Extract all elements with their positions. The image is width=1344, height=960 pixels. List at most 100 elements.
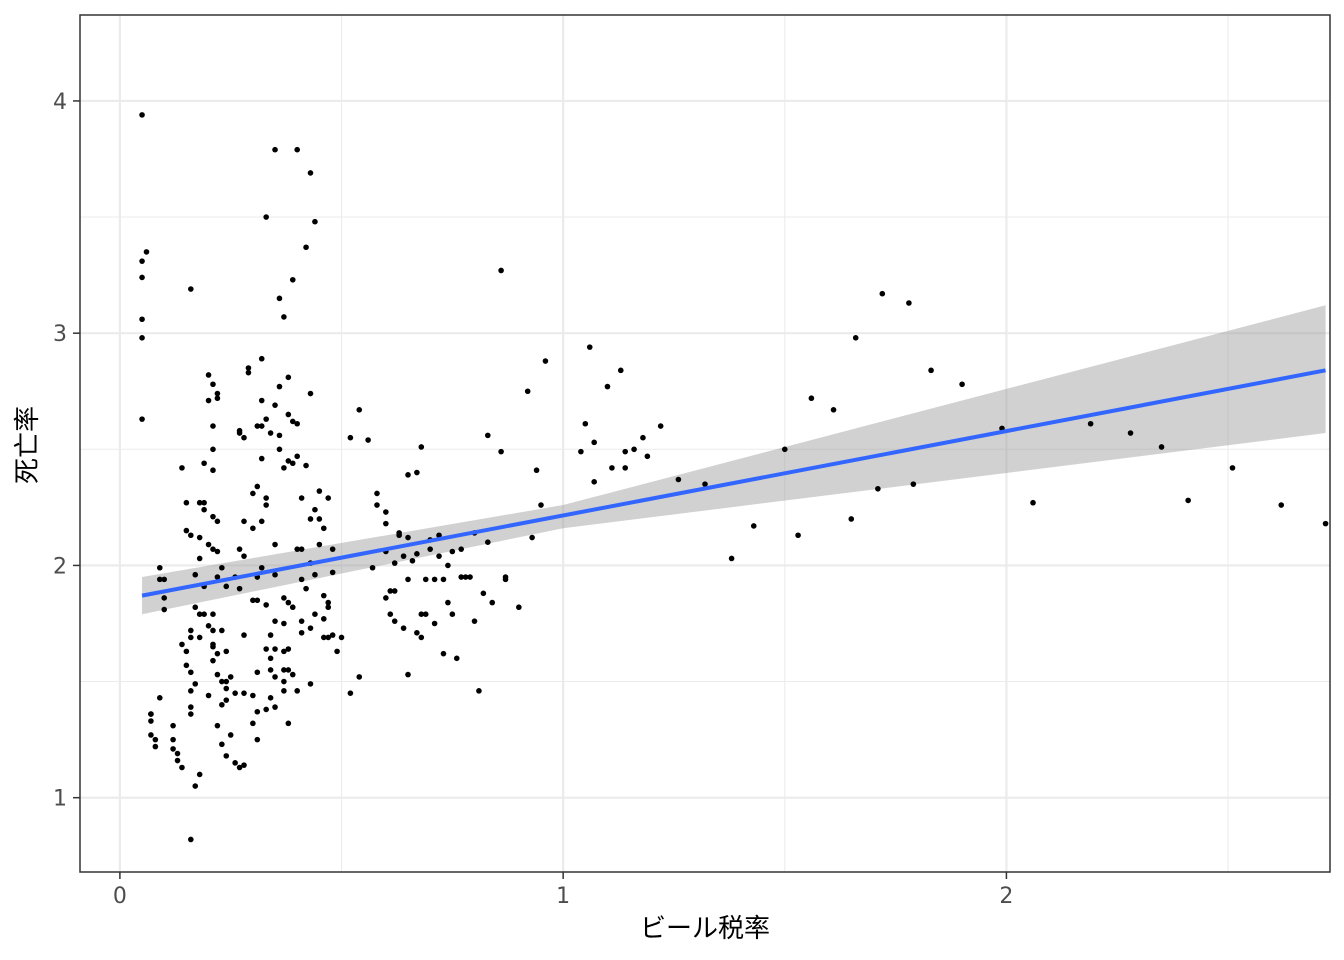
data-point [440, 576, 447, 583]
data-point [586, 344, 593, 350]
data-point [480, 590, 487, 597]
data-point [294, 546, 300, 552]
data-point [272, 146, 278, 153]
regression-line [141, 368, 1326, 598]
data-point [196, 634, 203, 641]
data-point [205, 623, 212, 629]
data-point [848, 516, 855, 522]
data-point [910, 481, 917, 487]
data-point [170, 736, 176, 743]
major-gridlines [80, 15, 1330, 872]
data-point [289, 460, 296, 467]
data-point [210, 546, 216, 552]
data-point [188, 532, 194, 539]
data-point [276, 295, 283, 302]
data-point [245, 369, 252, 376]
data-point [254, 669, 261, 676]
data-point [250, 597, 256, 604]
data-point [281, 620, 287, 627]
data-point [214, 390, 221, 397]
data-point [263, 416, 269, 422]
data-point [210, 643, 216, 650]
data-point [267, 430, 274, 436]
data-point [307, 681, 314, 687]
data-point [449, 611, 456, 618]
fit-line-layer [141, 368, 1326, 598]
data-point [196, 499, 203, 506]
data-point [414, 469, 420, 476]
data-point [285, 646, 292, 652]
data-point [542, 358, 549, 364]
data-point [227, 674, 234, 680]
data-point [383, 509, 389, 515]
data-point [476, 688, 482, 694]
data-point [405, 534, 411, 541]
data-point [808, 395, 815, 402]
data-point [285, 667, 292, 673]
data-point [205, 541, 212, 548]
data-point [387, 588, 394, 594]
data-point [529, 534, 535, 541]
data-point [347, 690, 354, 696]
data-point [303, 585, 309, 592]
data-point [879, 290, 886, 297]
data-point [223, 648, 230, 655]
data-point [347, 434, 354, 441]
data-point [830, 407, 837, 413]
data-point [591, 479, 597, 485]
data-point [272, 674, 278, 680]
data-point [387, 611, 394, 618]
data-point [232, 760, 238, 766]
data-point [502, 576, 509, 583]
data-point [179, 764, 185, 771]
data-point [161, 595, 168, 601]
data-point [1229, 465, 1236, 471]
data-point [449, 548, 456, 555]
data-point [263, 706, 269, 713]
data-point [445, 599, 451, 606]
data-point [196, 534, 203, 541]
data-point [192, 783, 199, 789]
data-point [183, 662, 190, 669]
data-point [210, 467, 216, 474]
data-point [139, 274, 145, 281]
data-point [241, 690, 247, 696]
data-point [1322, 520, 1329, 527]
data-point [214, 518, 221, 525]
data-point [875, 485, 881, 492]
data-point [422, 611, 429, 618]
data-point [609, 465, 615, 471]
data-point [289, 276, 296, 283]
data-point [258, 455, 265, 462]
data-point [445, 562, 451, 569]
data-point [356, 407, 363, 413]
data-point [179, 465, 185, 471]
data-point [188, 711, 194, 717]
data-point [188, 634, 194, 641]
data-point [458, 546, 465, 552]
data-point [409, 557, 416, 564]
data-point [214, 722, 221, 729]
data-point [210, 513, 216, 520]
data-point [325, 495, 332, 501]
data-point [272, 571, 278, 578]
data-point [325, 599, 332, 606]
data-point [285, 458, 292, 464]
data-point [170, 722, 176, 729]
data-point [533, 467, 540, 474]
data-point [196, 611, 203, 618]
data-point [604, 383, 611, 390]
y-axis-title: 死亡率 [13, 406, 43, 484]
data-point [236, 764, 243, 771]
data-point [272, 541, 278, 548]
data-point [227, 732, 234, 738]
data-point [254, 708, 261, 715]
data-point [298, 618, 305, 624]
x-tick-label: 2 [999, 884, 1013, 909]
data-point [640, 434, 646, 441]
data-point [307, 170, 314, 176]
data-point [312, 506, 318, 513]
data-point [156, 576, 163, 583]
data-point [196, 555, 203, 562]
data-point [285, 411, 292, 418]
